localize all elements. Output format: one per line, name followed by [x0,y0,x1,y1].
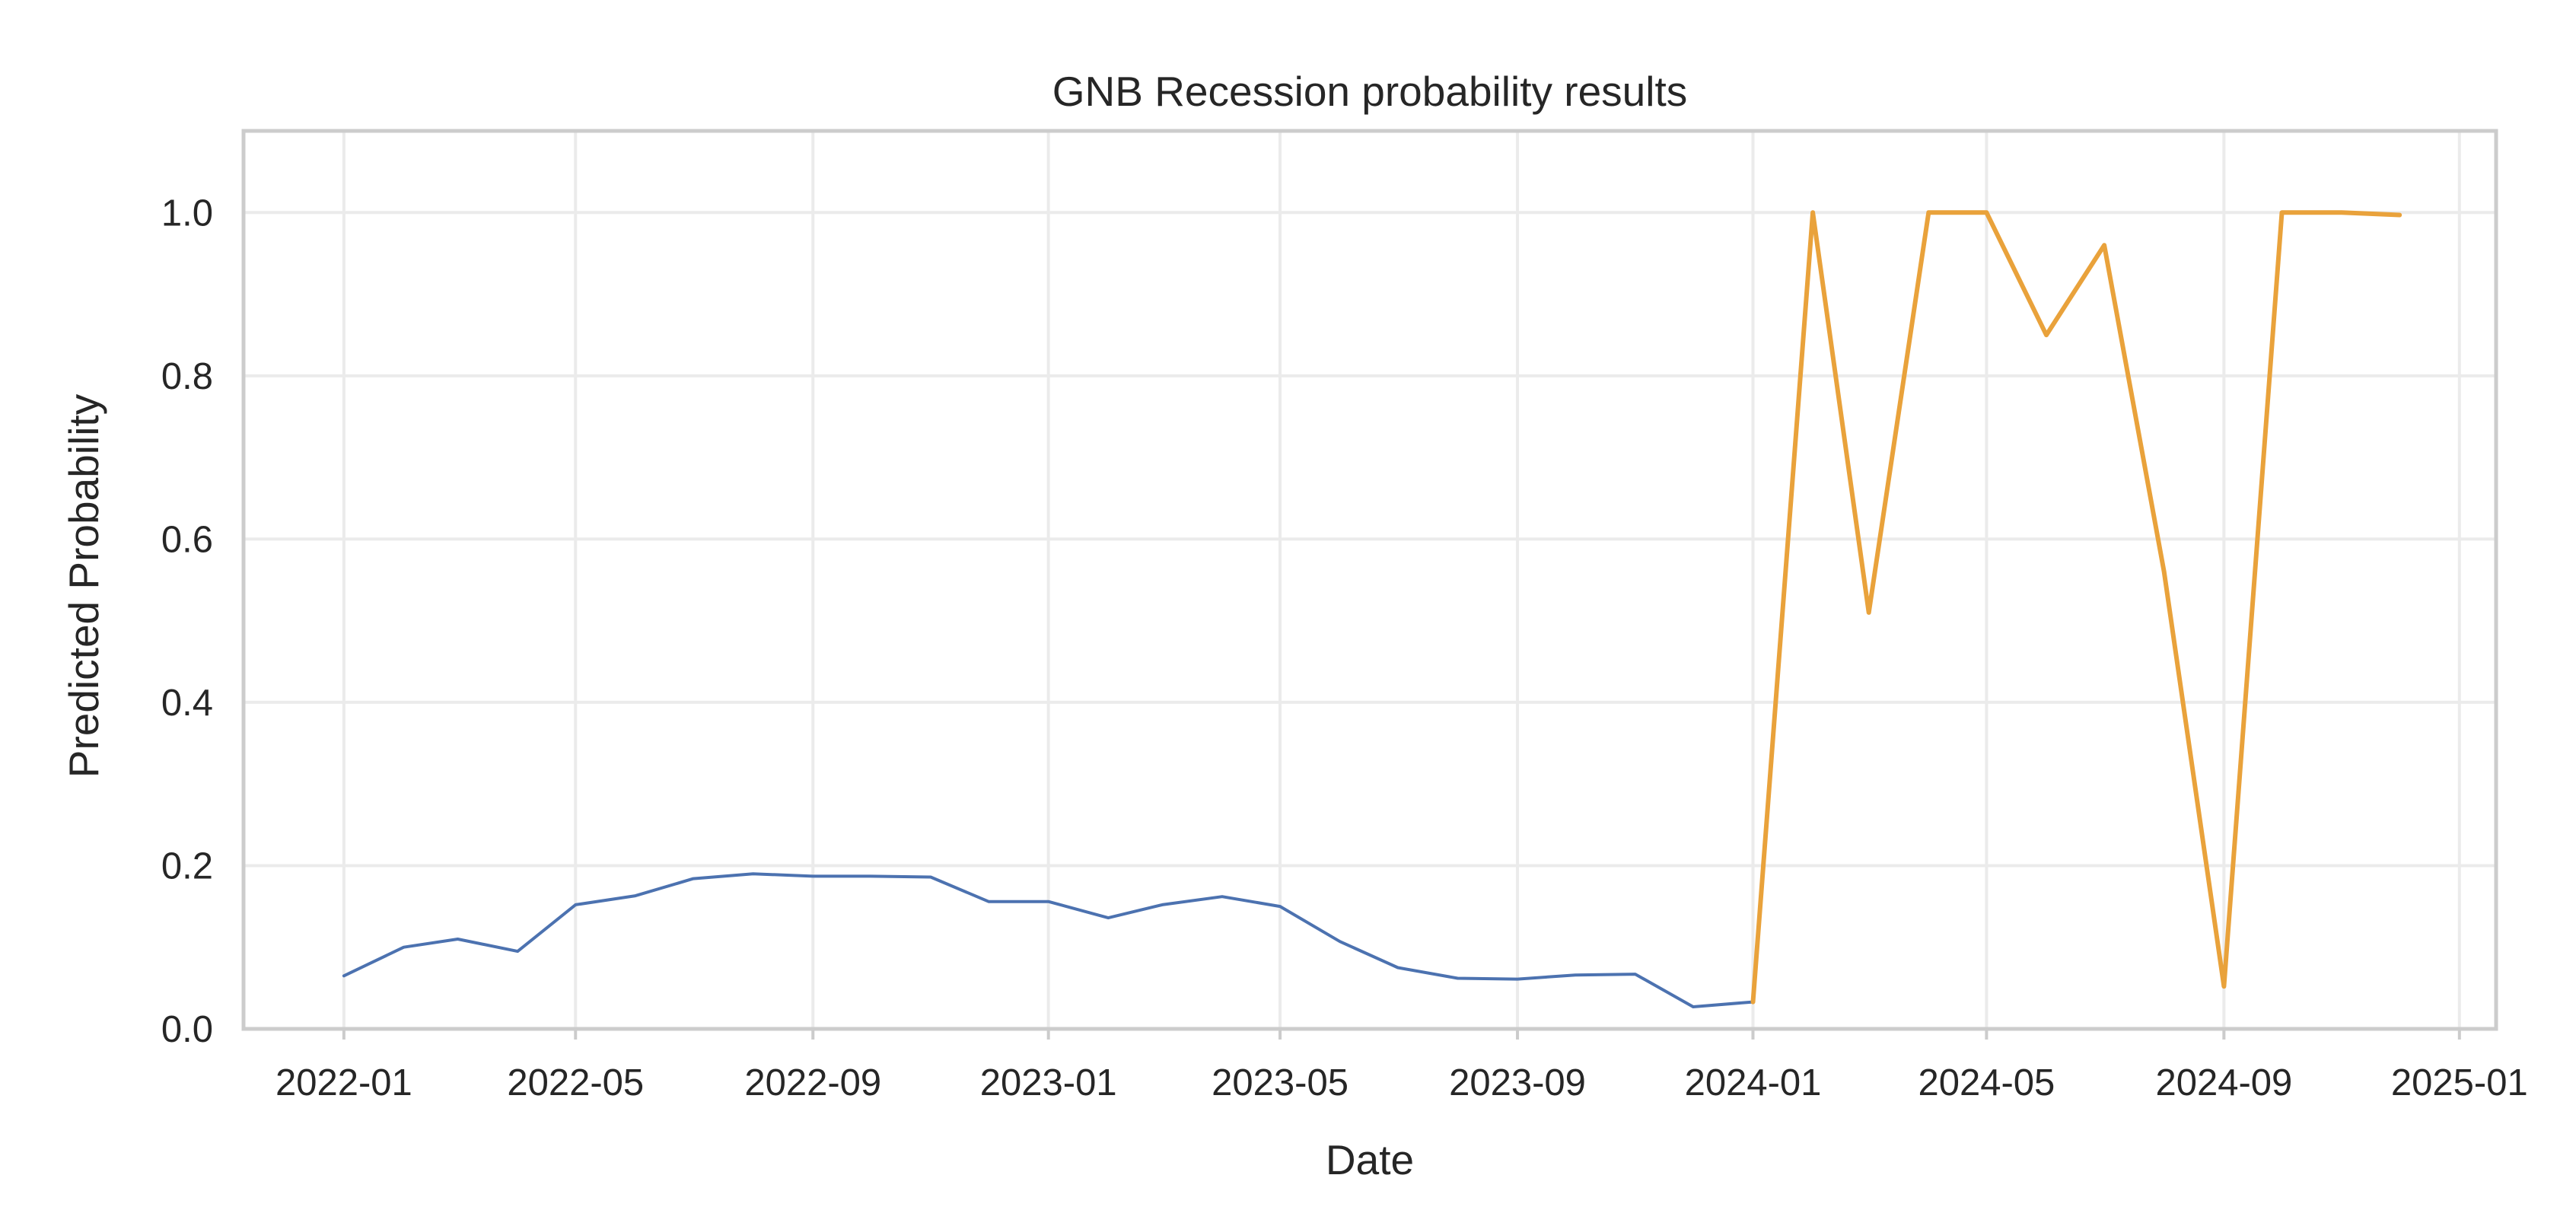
y-axis-label: Predicted Probability [60,393,107,778]
x-tick-label: 2022-01 [275,1062,412,1103]
y-tick-label: 0.8 [161,356,213,397]
y-axis-ticks: 0.0 0.2 0.4 0.6 0.8 1.0 [161,193,213,1050]
x-tick-label: 2023-01 [980,1062,1117,1103]
x-axis-ticks: 2022-01 2022-05 2022-09 2023-01 2023-05 2023-… [275,1062,2528,1103]
x-tick-label: 2023-05 [1212,1062,1348,1103]
series-line-1 [342,872,1755,1008]
x-tick-label: 2023-09 [1449,1062,1586,1103]
y-tick-label: 0.6 [161,519,213,560]
chart-title: GNB Recession probability results [1052,68,1688,115]
series-line-2 [1750,210,2402,1005]
y-tick-label: 0.4 [161,683,213,724]
x-axis-label: Date [1326,1136,1414,1183]
x-tick-label: 2022-09 [744,1062,881,1103]
x-tick-label: 2025-01 [2391,1062,2528,1103]
x-tick-label: 2022-05 [507,1062,644,1103]
y-tick-label: 0.2 [161,845,213,887]
x-tick-label: 2024-09 [2155,1062,2292,1103]
x-tick-label: 2024-01 [1685,1062,1822,1103]
x-tick-label: 2024-05 [1918,1062,2055,1103]
series-lines [342,210,2402,1008]
y-tick-label: 1.0 [161,193,213,234]
y-tick-label: 0.0 [161,1009,213,1050]
plot-frame [241,129,2498,1031]
